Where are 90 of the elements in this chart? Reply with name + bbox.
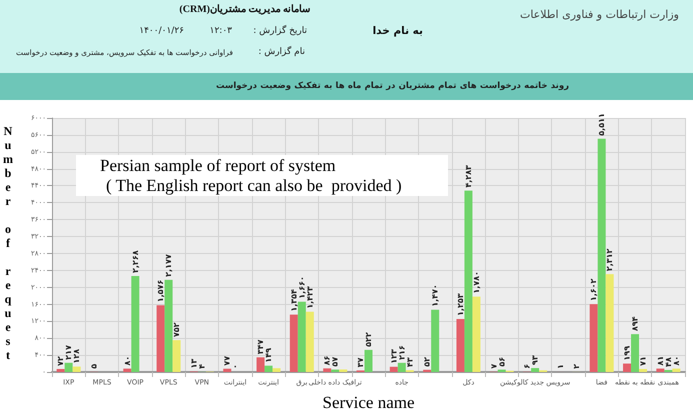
bar bbox=[131, 276, 140, 372]
data-label: ۴ bbox=[197, 364, 206, 369]
data-label: ۱۲۸ bbox=[72, 348, 82, 364]
bar bbox=[123, 368, 132, 372]
data-label: ۷۵۲ bbox=[172, 322, 182, 338]
bar bbox=[64, 362, 73, 372]
bar bbox=[639, 368, 648, 372]
data-label: ۹۳ bbox=[530, 355, 540, 366]
data-label: ۴۸ bbox=[664, 357, 673, 367]
bar bbox=[72, 366, 81, 372]
bar bbox=[223, 368, 232, 372]
data-label: ۸۱ bbox=[656, 356, 665, 366]
data-label: ۵۶ bbox=[497, 356, 506, 367]
bar bbox=[306, 312, 314, 372]
data-label: ۱۴۹ bbox=[264, 348, 274, 363]
bar bbox=[264, 366, 273, 372]
bar bbox=[590, 304, 598, 372]
data-label: ۵۷ bbox=[330, 356, 340, 367]
bar bbox=[464, 190, 472, 372]
bar bbox=[323, 368, 332, 372]
data-label: ۱,۷۸۰ bbox=[472, 271, 481, 294]
data-label: ۱,۵۷۶ bbox=[156, 280, 166, 302]
bar bbox=[472, 296, 480, 372]
bar bbox=[56, 368, 65, 372]
bar bbox=[631, 334, 640, 372]
bar bbox=[390, 366, 398, 372]
text: ۱۲:۰۳ bbox=[210, 26, 232, 36]
data-label: ۸۰ bbox=[672, 356, 681, 366]
annotation: Persian sample of report of system bbox=[100, 156, 336, 176]
bar bbox=[598, 138, 606, 372]
data-label: ۲ bbox=[572, 364, 581, 369]
bar bbox=[298, 302, 306, 372]
annotation: ( The English report can also be provided ) bbox=[106, 176, 402, 196]
data-label: ۵,۵۱۱ bbox=[597, 113, 606, 136]
bar bbox=[164, 280, 173, 372]
bar bbox=[398, 362, 406, 372]
data-label: ۲,۲۶۸ bbox=[130, 250, 140, 273]
text: نام گزارش : bbox=[258, 47, 305, 57]
data-label: ۵۲ bbox=[422, 356, 432, 367]
bar bbox=[606, 274, 614, 372]
data-label: ۱۹۹ bbox=[622, 346, 632, 361]
bar bbox=[156, 305, 165, 372]
data-label: ۵ bbox=[89, 364, 98, 369]
data-label: ۱ bbox=[556, 364, 565, 369]
bar bbox=[531, 368, 540, 372]
bar bbox=[456, 318, 464, 372]
chart-title: روند خاتمه درخواست های تمام مشتریان در تمام ماه ها به تفکیک وضعیت درخواست bbox=[216, 81, 569, 92]
data-label: ۱,۳۵۴ bbox=[289, 288, 298, 312]
bar bbox=[272, 368, 281, 372]
x-axis-title: Service name bbox=[322, 393, 415, 412]
data-label: ۲,۱۷۷ bbox=[164, 254, 174, 277]
data-label: ۶ bbox=[522, 364, 532, 369]
bar bbox=[339, 369, 348, 372]
bar bbox=[172, 340, 181, 372]
data-label: ۷۷ bbox=[222, 356, 232, 366]
data-label: ۰ bbox=[230, 364, 240, 369]
bar bbox=[623, 364, 632, 372]
data-label: ۴,۲۸۳ bbox=[464, 165, 473, 188]
data-label: ۲۱۶ bbox=[397, 345, 406, 360]
data-label: ۱,۶۶۰ bbox=[297, 276, 306, 299]
data-label: ۲۱۷ bbox=[64, 345, 74, 360]
bar bbox=[431, 310, 440, 372]
data-label: ۸۹۴ bbox=[630, 316, 640, 332]
text: ۱۴۰۰/۰۱/۲۶ bbox=[139, 26, 184, 36]
bar bbox=[256, 357, 265, 372]
bar bbox=[290, 314, 298, 372]
data-label: ۱,۴۷۰ bbox=[430, 284, 440, 307]
text: به نام خدا bbox=[372, 25, 423, 37]
y-axis-title: Number of request bbox=[1, 124, 15, 362]
bar bbox=[656, 368, 664, 372]
text: تاریخ گزارش : bbox=[253, 26, 307, 36]
data-label: ۸۰ bbox=[122, 356, 132, 366]
data-label: ۷۱ bbox=[638, 356, 648, 366]
data-label: ۴۳ bbox=[405, 357, 414, 368]
data-label: ۸۶ bbox=[322, 355, 332, 366]
data-label: ۷ bbox=[489, 364, 498, 369]
data-label: ۳۴۷ bbox=[256, 340, 266, 354]
data-label: ۵۲۲ bbox=[364, 332, 373, 347]
data-label: ۳۷ bbox=[356, 358, 365, 368]
data-label: ۱,۴۲۳ bbox=[305, 286, 314, 309]
data-label: ۷۲ bbox=[56, 356, 66, 366]
data-label: ۱,۲۵۳ bbox=[456, 293, 465, 316]
data-label: ۱,۶۰۲ bbox=[589, 278, 598, 302]
data-label: ۲,۳۱۲ bbox=[605, 248, 614, 272]
bar bbox=[672, 368, 680, 372]
text: سامانه مدیریت مشتریان(CRM) bbox=[179, 3, 310, 15]
text: وزارت ارتباطات و فناوری اطلاعات bbox=[520, 8, 679, 21]
data-label: ۱۲۳ bbox=[389, 349, 398, 364]
data-label: ۱۳ bbox=[189, 358, 198, 368]
bar bbox=[364, 350, 372, 372]
